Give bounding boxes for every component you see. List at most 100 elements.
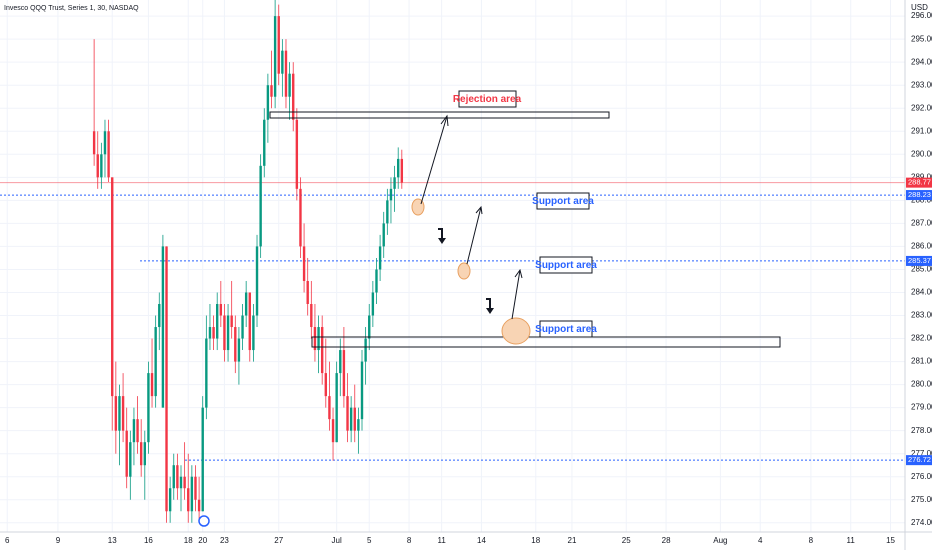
x-tick-label: 11 bbox=[847, 536, 856, 545]
price-tag bbox=[906, 190, 932, 201]
x-tick-label: 13 bbox=[108, 536, 117, 545]
x-tick-label: 11 bbox=[437, 536, 446, 545]
candle-body bbox=[339, 350, 342, 374]
x-tick-label: 6 bbox=[5, 536, 10, 545]
candle-body bbox=[165, 246, 168, 512]
annotations: Rejection area Support area Support area… bbox=[198, 90, 781, 527]
candle-body bbox=[397, 158, 400, 178]
candle-body bbox=[295, 119, 299, 189]
candle-body bbox=[360, 361, 364, 420]
y-tick-label: 286.00 bbox=[911, 242, 932, 251]
candle-body bbox=[375, 269, 378, 293]
candle-body bbox=[114, 396, 118, 431]
y-tick-label: 285.00 bbox=[911, 265, 932, 274]
candle-body bbox=[328, 396, 331, 420]
candle-body bbox=[277, 16, 280, 74]
candle-body bbox=[121, 396, 125, 431]
price-tag bbox=[906, 455, 932, 466]
y-tick-label: 282.00 bbox=[911, 334, 932, 343]
candle-body bbox=[320, 327, 324, 374]
candle-body bbox=[255, 246, 259, 316]
y-tick-label: 278.00 bbox=[911, 426, 932, 435]
price-tag bbox=[906, 177, 932, 188]
y-tick-label: 275.00 bbox=[911, 495, 932, 504]
candle-body bbox=[136, 419, 139, 443]
candle-body bbox=[201, 407, 204, 512]
x-tick-label: 8 bbox=[809, 536, 814, 545]
candle-body bbox=[324, 373, 327, 397]
marker bbox=[501, 317, 531, 345]
candle-body bbox=[161, 246, 165, 408]
x-tick-label: 9 bbox=[56, 536, 61, 545]
candle-body bbox=[313, 327, 317, 351]
x-tick-label: 5 bbox=[367, 536, 372, 545]
candle-body bbox=[292, 73, 295, 120]
candle-body bbox=[147, 373, 150, 443]
price-tag-label: 276.72 bbox=[908, 455, 931, 464]
x-tick-label: 23 bbox=[220, 536, 229, 545]
y-tick-label: 293.00 bbox=[911, 80, 932, 89]
candle-body bbox=[310, 304, 313, 328]
candle-body bbox=[335, 373, 338, 443]
candle-body bbox=[237, 338, 241, 362]
candle-body bbox=[212, 327, 215, 339]
candle-body bbox=[139, 442, 143, 466]
annotation: Rejection area bbox=[453, 94, 522, 105]
candle-body bbox=[284, 50, 288, 97]
y-tick-label: 295.00 bbox=[911, 34, 932, 43]
arrows bbox=[420, 114, 523, 320]
x-tick-label: 15 bbox=[886, 536, 895, 545]
candle-body bbox=[263, 119, 266, 166]
x-tick-label: 27 bbox=[274, 536, 283, 545]
y-tick-label: 291.00 bbox=[911, 126, 932, 135]
candle-body bbox=[317, 327, 320, 351]
candle-body bbox=[342, 350, 346, 397]
x-tick-label: 18 bbox=[531, 536, 540, 545]
event-icon[interactable] bbox=[198, 515, 210, 527]
candle-body bbox=[187, 488, 190, 512]
axes: 274.00 275.00 276.00 277.00 278.00 279.00 280.… bbox=[5, 11, 932, 545]
candle-body bbox=[389, 188, 393, 201]
x-tick-label: 16 bbox=[144, 536, 153, 545]
candle-body bbox=[111, 177, 114, 397]
candle-body bbox=[205, 338, 208, 408]
candle-body bbox=[219, 304, 223, 316]
candle-body bbox=[368, 315, 371, 339]
y-tick-label: 294.00 bbox=[911, 57, 932, 66]
candle-body bbox=[281, 50, 284, 74]
candle-body bbox=[197, 499, 201, 512]
annotation: Support area bbox=[532, 196, 594, 207]
label-box bbox=[536, 192, 590, 210]
candle-body bbox=[143, 442, 146, 466]
y-tick-label: 279.00 bbox=[911, 403, 932, 412]
candle-body bbox=[96, 154, 99, 178]
y-tick-label: 281.00 bbox=[911, 357, 932, 366]
candle-body bbox=[150, 373, 154, 397]
candle-body bbox=[107, 131, 110, 178]
y-tick-label: 280.00 bbox=[911, 380, 932, 389]
candle-body bbox=[248, 292, 251, 351]
candle-body bbox=[393, 177, 396, 189]
candle-body bbox=[100, 154, 103, 178]
x-tick-label: 18 bbox=[184, 536, 193, 545]
y-tick-label: 289.00 bbox=[911, 172, 932, 181]
x-tick-label: 8 bbox=[407, 536, 412, 545]
arrow bbox=[466, 205, 483, 265]
candle-body bbox=[158, 304, 161, 328]
candle-body bbox=[244, 292, 248, 316]
candle-body bbox=[302, 246, 306, 281]
x-tick-label: 4 bbox=[758, 536, 763, 545]
y-tick-label: 290.00 bbox=[911, 149, 932, 158]
x-tick-label: 25 bbox=[622, 536, 631, 545]
candle-body bbox=[259, 165, 262, 247]
y-tick-label: 274.00 bbox=[911, 518, 932, 527]
y-tick-label: 283.00 bbox=[911, 311, 932, 320]
y-tick-label: 277.00 bbox=[911, 449, 932, 458]
candle-body bbox=[273, 16, 277, 97]
candle-body bbox=[386, 200, 389, 224]
candle-body bbox=[346, 396, 349, 431]
price-tag bbox=[906, 255, 932, 266]
price-tag-label: 288.23 bbox=[908, 190, 931, 199]
